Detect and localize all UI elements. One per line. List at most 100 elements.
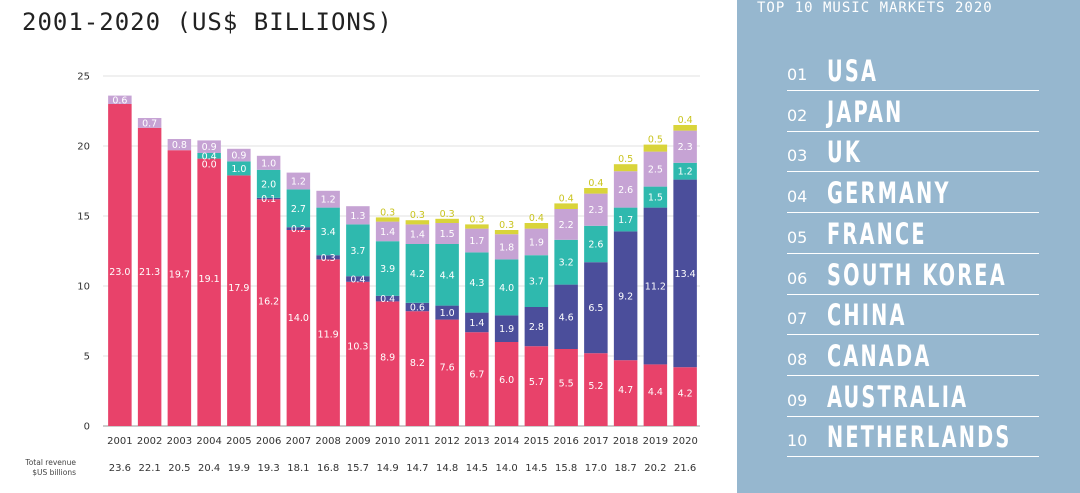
- y-axis-ticks: 0 5 10 15 20 25: [77, 72, 90, 433]
- bar-segment: [465, 228, 489, 253]
- x-tick-label: 2013: [464, 436, 489, 447]
- bar-segment: [465, 332, 489, 426]
- x-tick-label: 2019: [643, 436, 668, 447]
- x-tick-label: 2003: [167, 436, 192, 447]
- total-value: 15.8: [555, 463, 577, 474]
- total-value: 20.5: [168, 463, 190, 474]
- bar-value-label: 2.8: [529, 322, 544, 333]
- x-tick-label: 2018: [613, 436, 638, 447]
- bar-segment: [584, 188, 608, 194]
- bar-value-label: 0.9: [202, 142, 217, 153]
- bar-value-label: 0.4: [588, 178, 603, 189]
- bar-segment: [197, 153, 221, 159]
- bar-segment: [465, 252, 489, 313]
- bar-value-label: 3.2: [559, 258, 574, 269]
- y-tick-label: 20: [77, 142, 90, 153]
- bar-value-label: 4.0: [499, 283, 514, 294]
- x-tick-label: 2016: [553, 436, 578, 447]
- bar-segment: [673, 162, 697, 180]
- bar-segment: [643, 207, 668, 365]
- total-value: 14.0: [495, 463, 517, 474]
- totals-row: Total revenue $US billions 23.6 22.1 20.5 2…: [24, 458, 696, 477]
- bar-segment: [554, 239, 578, 285]
- bar-value-label: 1.4: [380, 227, 395, 238]
- market-rank: 01: [787, 65, 808, 84]
- market-rank: 03: [787, 146, 808, 166]
- bar-segment: [286, 230, 311, 426]
- bar-value-label: 0.4: [678, 115, 693, 126]
- bar-value-label: 16.2: [258, 296, 279, 307]
- market-rank: 06: [787, 268, 808, 288]
- bar-segment: [167, 139, 192, 151]
- market-row: 05 FRANCE: [787, 213, 1039, 254]
- bar-segment: [197, 140, 221, 153]
- bar-value-label: 2.5: [648, 165, 663, 176]
- bar-value-label: 14.0: [288, 313, 309, 324]
- market-rank: 10: [787, 431, 808, 451]
- bar-segment: [613, 171, 638, 208]
- bar-value-label: 11.2: [645, 282, 666, 293]
- bar-value-label: 8.2: [410, 358, 425, 369]
- bar-value-label: 0.2: [291, 224, 306, 235]
- bar-value-label: 0.4: [559, 193, 574, 204]
- bar-segment: [227, 175, 251, 426]
- market-row: 01 USA: [787, 50, 1039, 91]
- bar-value-label: 6.7: [469, 369, 484, 380]
- bar-segment: [286, 172, 311, 190]
- x-tick-label: 2004: [196, 436, 221, 447]
- bar-value-label: 2.6: [618, 185, 633, 196]
- market-rank: 05: [787, 227, 808, 247]
- bar-segment: [137, 127, 162, 427]
- market-rank: 02: [787, 105, 808, 125]
- bar-value-label: 19.1: [199, 274, 220, 285]
- top-markets-title: TOP 10 MUSIC MARKETS 2020: [757, 0, 993, 16]
- bar-segment: [375, 295, 400, 302]
- market-country: FRANCE: [827, 216, 927, 251]
- x-tick-label: 2006: [256, 436, 281, 447]
- bar-value-label: 1.5: [648, 193, 663, 204]
- bar-value-label: 23.0: [109, 267, 130, 278]
- y-tick-label: 5: [84, 352, 90, 363]
- bar-segment: [256, 197, 281, 200]
- bar-value-label: 17.9: [228, 283, 249, 294]
- market-row: 03 UK: [787, 131, 1039, 173]
- grid-lines: [103, 75, 700, 427]
- total-value: 22.1: [138, 463, 160, 474]
- bar-segment: [256, 169, 281, 198]
- market-country: NETHERLANDS: [827, 420, 1012, 455]
- totals-label-line2: $US billions: [32, 468, 76, 477]
- bar-segment: [286, 227, 311, 230]
- bar-value-label: 8.9: [380, 352, 395, 363]
- market-row: 10 NETHERLANDS: [787, 416, 1039, 458]
- total-value: 18.7: [614, 463, 636, 474]
- total-value: 14.5: [525, 463, 547, 474]
- total-value: 14.8: [436, 463, 458, 474]
- market-rank: 07: [787, 309, 808, 329]
- bar-segment: [643, 364, 668, 426]
- bar-value-label: 1.9: [499, 324, 514, 335]
- total-value: 20.2: [644, 463, 666, 474]
- market-rank: 09: [787, 390, 808, 410]
- bar-value-label: 4.6: [559, 312, 574, 323]
- bar-value-label: 0.3: [469, 214, 484, 225]
- bar-segment: [613, 231, 638, 361]
- bar-segment: [405, 302, 430, 312]
- x-tick-label: 2017: [583, 436, 608, 447]
- bar-value-label: 11.9: [318, 329, 339, 340]
- top-markets-panel: TOP 10 MUSIC MARKETS 2020 01 USA 02 JAPAN 03…: [737, 0, 1080, 493]
- bar-value-label: 2.2: [559, 220, 574, 231]
- y-tick-label: 25: [77, 72, 90, 83]
- market-country: GERMANY: [827, 176, 951, 211]
- x-tick-label: 2015: [524, 436, 549, 447]
- bar-segment: [584, 193, 608, 226]
- bar-value-label: 1.2: [678, 167, 693, 178]
- bar-value-label: 1.0: [231, 164, 246, 175]
- bar-value-label: 3.4: [321, 227, 336, 238]
- bar-value-label: 1.0: [261, 158, 276, 169]
- bar-segment: [524, 228, 549, 256]
- market-rank: 08: [787, 349, 808, 369]
- x-tick-label: 2009: [345, 436, 370, 447]
- bar-value-label: 1.7: [469, 236, 484, 247]
- bar-segment: [524, 346, 549, 426]
